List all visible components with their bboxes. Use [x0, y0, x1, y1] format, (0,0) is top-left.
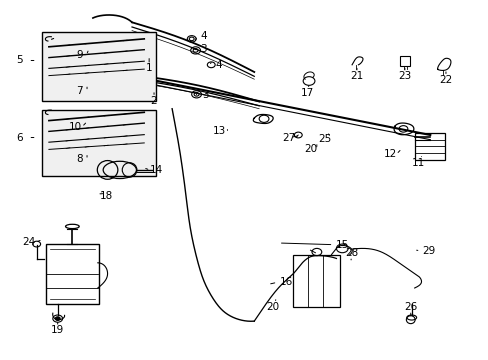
- Bar: [414, 133, 444, 160]
- Text: 15: 15: [335, 240, 348, 250]
- Text: 10: 10: [69, 122, 82, 132]
- Text: 24: 24: [22, 237, 36, 247]
- Text: 13: 13: [212, 126, 225, 136]
- Bar: [293, 255, 339, 307]
- Text: 12: 12: [383, 149, 396, 159]
- Text: 28: 28: [345, 248, 358, 258]
- Text: 5: 5: [16, 55, 23, 66]
- Bar: [41, 32, 156, 101]
- Bar: [46, 244, 99, 304]
- Text: 9: 9: [76, 50, 83, 60]
- Text: 23: 23: [397, 71, 411, 81]
- Text: 3: 3: [200, 44, 206, 54]
- Text: 16: 16: [279, 276, 292, 287]
- Text: 4: 4: [200, 31, 206, 41]
- Circle shape: [55, 317, 60, 320]
- Text: 14: 14: [149, 165, 163, 175]
- Text: 4: 4: [215, 60, 222, 70]
- Text: 1: 1: [145, 63, 152, 73]
- Text: 21: 21: [349, 71, 363, 81]
- Text: 7: 7: [76, 86, 83, 96]
- Bar: [399, 56, 409, 66]
- Text: 22: 22: [438, 75, 452, 85]
- Text: 2: 2: [150, 96, 157, 106]
- Text: 20: 20: [266, 302, 279, 312]
- Bar: [41, 110, 156, 176]
- Text: 17: 17: [300, 88, 313, 98]
- Text: 3: 3: [202, 90, 208, 100]
- Text: 27: 27: [281, 132, 295, 143]
- Text: 29: 29: [422, 246, 435, 256]
- Text: 19: 19: [51, 325, 64, 336]
- Text: 26: 26: [403, 302, 417, 312]
- Text: 8: 8: [76, 154, 83, 164]
- Text: 20: 20: [304, 144, 316, 154]
- Text: 11: 11: [410, 158, 424, 168]
- Text: 25: 25: [318, 134, 331, 144]
- Text: 6: 6: [16, 132, 23, 143]
- Text: 18: 18: [100, 191, 113, 201]
